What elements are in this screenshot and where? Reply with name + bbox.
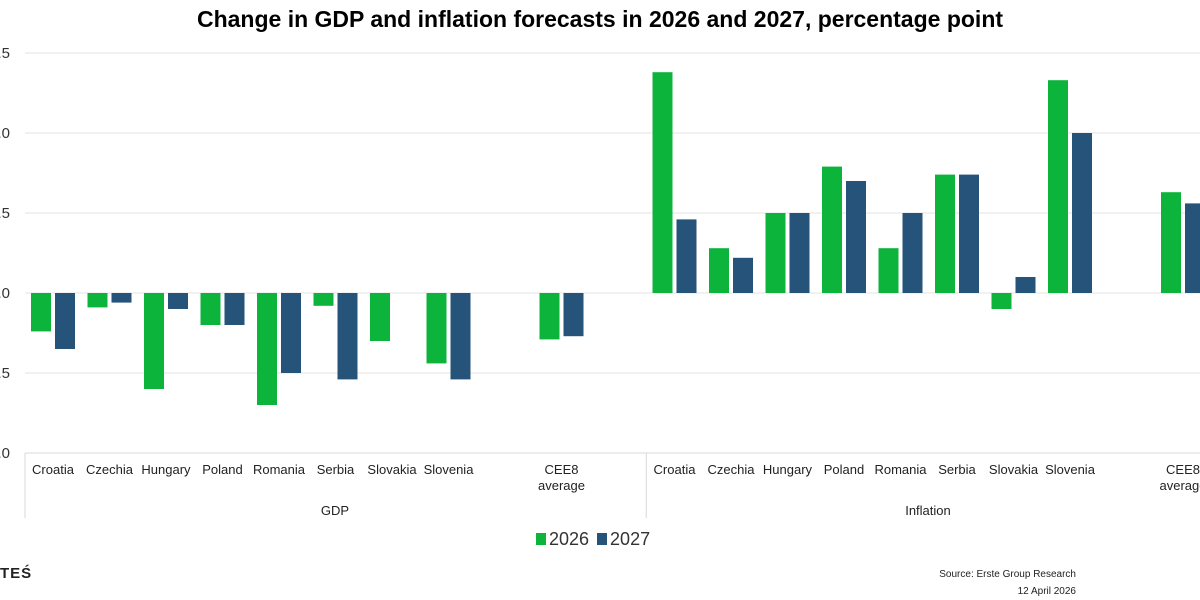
y-tick-label: 1.5 xyxy=(0,45,10,62)
bar-inflation-slovakia-2027 xyxy=(1015,277,1036,293)
bar-gdp-poland-2026 xyxy=(200,293,221,325)
legend: 2026 2027 xyxy=(536,529,650,550)
bar-gdp-poland-2027 xyxy=(224,293,245,325)
bar-inflation-poland-2026 xyxy=(822,166,842,293)
bar-gdp-slovakia-2026 xyxy=(370,293,390,341)
category-label: Serbia xyxy=(317,462,355,477)
bar-inflation-slovakia-2026 xyxy=(991,293,1012,309)
date-text: 12 April 2026 xyxy=(1017,586,1076,597)
bar-inflation-cee8-average-2027 xyxy=(1185,203,1200,293)
category-label: Romania xyxy=(874,462,927,477)
bar-inflation-czechia-2027 xyxy=(733,257,753,293)
category-label: Croatia xyxy=(654,462,697,477)
category-label: Hungary xyxy=(141,462,191,477)
category-label: Czechia xyxy=(708,462,756,477)
y-tick-label: -0.5 xyxy=(0,365,10,382)
group-label: GDP xyxy=(321,503,349,518)
bar-gdp-slovenia-2026 xyxy=(426,293,447,364)
bar-inflation-czechia-2026 xyxy=(709,248,729,293)
bar-gdp-croatia-2026 xyxy=(31,293,51,332)
bar-inflation-hungary-2027 xyxy=(789,213,810,293)
bar-gdp-slovenia-2027 xyxy=(450,293,471,380)
category-label: Serbia xyxy=(938,462,976,477)
legend-item-2026: 2026 xyxy=(536,529,589,550)
category-label: Czechia xyxy=(86,462,134,477)
bar-gdp-serbia-2027 xyxy=(337,293,358,380)
bar-inflation-cee8-average-2026 xyxy=(1161,192,1181,293)
bar-gdp-romania-2027 xyxy=(281,293,301,373)
category-label: CEE8 xyxy=(1166,462,1200,477)
category-label: Slovakia xyxy=(989,462,1039,477)
category-label: average xyxy=(538,478,585,493)
y-tick-label: 1.0 xyxy=(0,125,10,142)
chart-title: Change in GDP and inflation forecasts in… xyxy=(196,6,1004,32)
y-tick-label: 0.0 xyxy=(0,285,10,302)
group-label: Inflation xyxy=(905,503,951,518)
bar-gdp-hungary-2026 xyxy=(144,293,164,389)
bar-inflation-croatia-2027 xyxy=(676,219,697,293)
bar-inflation-romania-2026 xyxy=(878,248,899,293)
source-note: Source: Erste Group Research 12 April 20… xyxy=(939,566,1076,600)
bar-inflation-romania-2027 xyxy=(902,213,923,293)
bar-inflation-poland-2027 xyxy=(846,181,866,293)
bar-inflation-slovenia-2026 xyxy=(1048,80,1068,293)
bar-inflation-serbia-2027 xyxy=(959,174,979,293)
legend-label: 2027 xyxy=(610,529,651,549)
category-label: Slovenia xyxy=(424,462,475,477)
legend-item-2027: 2027 xyxy=(597,529,650,550)
bar-inflation-slovenia-2027 xyxy=(1072,133,1092,293)
bar-inflation-hungary-2026 xyxy=(765,213,786,293)
bar-gdp-hungary-2027 xyxy=(168,293,188,309)
bar-gdp-czechia-2026 xyxy=(87,293,108,308)
category-label: Poland xyxy=(202,462,242,477)
bar-gdp-croatia-2027 xyxy=(55,293,75,349)
category-label: Slovakia xyxy=(367,462,417,477)
bar-gdp-serbia-2026 xyxy=(313,293,334,306)
source-text: Source: Erste Group Research xyxy=(939,569,1076,580)
bar-gdp-cee8-average-2026 xyxy=(539,293,560,340)
category-label: Romania xyxy=(253,462,306,477)
category-label: Poland xyxy=(824,462,864,477)
legend-swatch-2027 xyxy=(597,533,608,545)
y-tick-label: -1.0 xyxy=(0,445,10,462)
category-label: Hungary xyxy=(763,462,813,477)
bar-gdp-cee8-average-2027 xyxy=(563,293,584,337)
category-label: Slovenia xyxy=(1045,462,1096,477)
category-label: CEE8 xyxy=(545,462,579,477)
legend-label: 2026 xyxy=(549,529,590,549)
category-label: average xyxy=(1160,478,1200,493)
legend-swatch-2026 xyxy=(536,533,546,545)
category-label: Croatia xyxy=(32,462,75,477)
bar-inflation-serbia-2026 xyxy=(935,174,955,293)
bar-inflation-croatia-2026 xyxy=(652,72,673,293)
erste-logo: TEŚ xyxy=(0,565,33,582)
bar-gdp-czechia-2027 xyxy=(111,293,132,303)
y-tick-label: 0.5 xyxy=(0,205,10,222)
bar-gdp-romania-2026 xyxy=(257,293,277,405)
